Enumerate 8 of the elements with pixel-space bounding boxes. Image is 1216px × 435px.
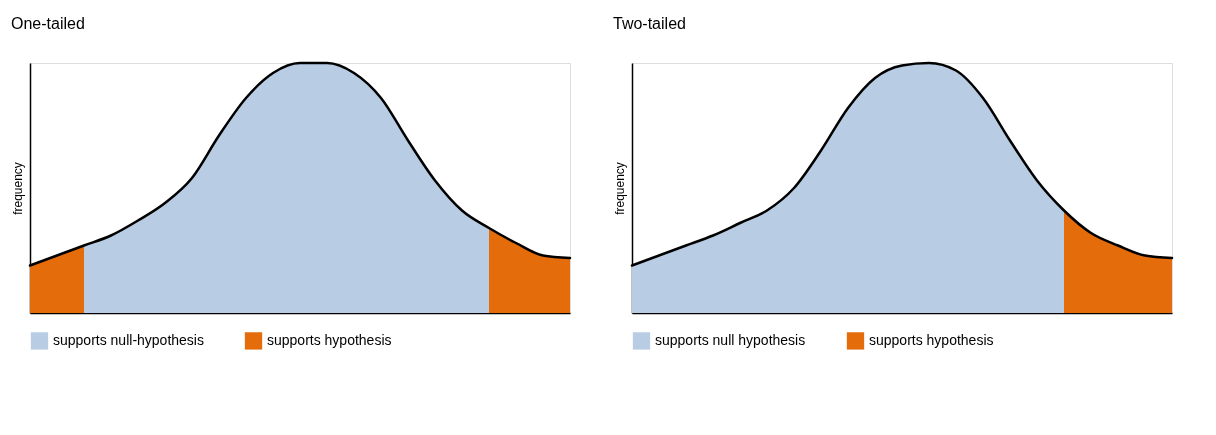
chart-title: One-tailed	[11, 14, 85, 32]
legend-label: supports hypothesis	[869, 331, 994, 348]
legend-label: supports null hypothesis	[655, 331, 806, 348]
legend-label: supports null-hypothesis	[53, 331, 204, 348]
legend-label: supports hypothesis	[267, 331, 392, 348]
y-axis-title: frequency	[612, 162, 627, 215]
chart-title: Two-tailed	[613, 14, 686, 32]
y-axis-title: frequency	[10, 162, 25, 215]
